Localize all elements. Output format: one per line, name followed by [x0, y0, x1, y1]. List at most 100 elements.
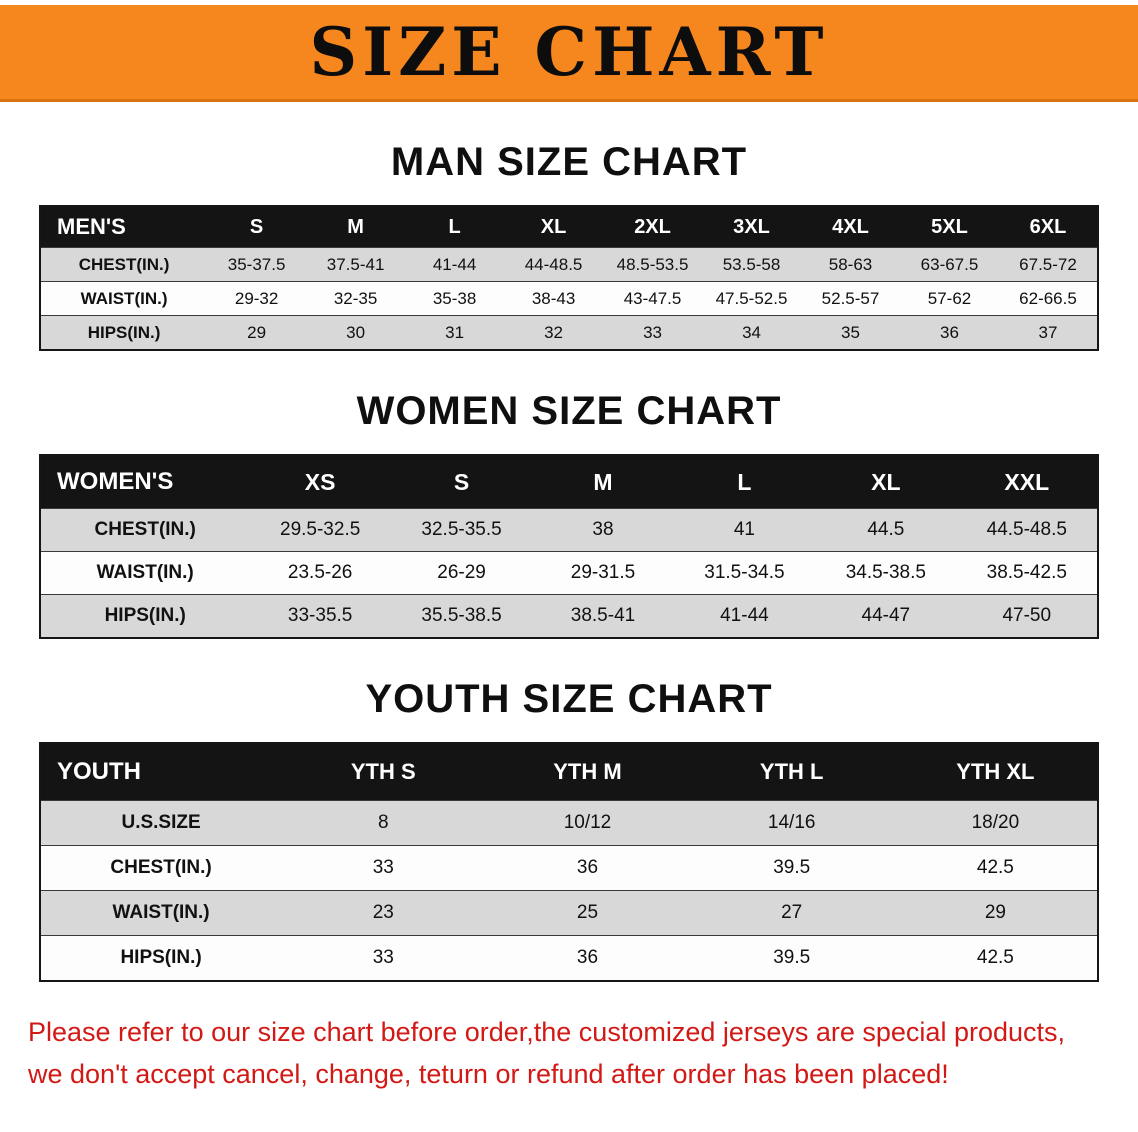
size-header-cell: 3XL — [702, 206, 802, 248]
value-cell: 41-44 — [405, 247, 505, 282]
table-row: WAIST(IN.) 23.5-26 26-29 29-31.5 31.5-34.5 34… — [40, 551, 1098, 595]
value-cell: 62-66.5 — [998, 281, 1098, 316]
size-header-cell: YTH M — [485, 743, 690, 801]
value-cell: 42.5 — [893, 935, 1098, 982]
size-header-cell: YTH S — [281, 743, 486, 801]
table-header-row: MEN'S S M L XL 2XL 3XL 4XL 5XL 6XL — [40, 206, 1098, 248]
size-header-cell: 5XL — [900, 206, 999, 248]
value-cell: 14/16 — [689, 800, 894, 846]
table-title-cell: WOMEN'S — [40, 455, 250, 509]
value-cell: 29 — [207, 315, 307, 351]
value-cell: 38.5-41 — [532, 594, 674, 639]
table-header-row: WOMEN'S XS S M L XL XXL — [40, 455, 1098, 509]
value-cell: 52.5-57 — [801, 281, 900, 316]
size-chart-sections: MAN SIZE CHART MEN'S S M L XL 2XL 3XL 4XL 5XL 6XL C… — [0, 140, 1138, 982]
value-cell: 36 — [485, 935, 690, 982]
table-row: CHEST(IN.) 33 36 39.5 42.5 — [40, 845, 1098, 891]
women-size-table: WOMEN'S XS S M L XL XXL CHEST(IN.) 29.5-32.5 32.5… — [39, 454, 1099, 639]
table-title-cell: MEN'S — [40, 206, 208, 248]
table-row: HIPS(IN.) 33-35.5 35.5-38.5 38.5-41 41-44 44-… — [40, 594, 1098, 639]
value-cell: 38.5-42.5 — [956, 551, 1098, 595]
value-cell: 30 — [306, 315, 406, 351]
value-cell: 41 — [673, 508, 816, 552]
value-cell: 27 — [689, 890, 894, 936]
value-cell: 33 — [603, 315, 703, 351]
size-header-cell: XXL — [956, 455, 1098, 509]
value-cell: 41-44 — [673, 594, 816, 639]
value-cell: 48.5-53.5 — [603, 247, 703, 282]
value-cell: 33-35.5 — [249, 594, 391, 639]
men-size-table: MEN'S S M L XL 2XL 3XL 4XL 5XL 6XL CHEST(IN.) 35-37… — [39, 205, 1099, 351]
size-header-cell: S — [390, 455, 533, 509]
women-section-heading: WOMEN SIZE CHART — [356, 389, 782, 433]
value-cell: 10/12 — [485, 800, 690, 846]
value-cell: 53.5-58 — [702, 247, 802, 282]
row-label-cell: HIPS(IN.) — [40, 315, 208, 351]
table-header-row: YOUTH YTH S YTH M YTH L YTH XL — [40, 743, 1098, 801]
value-cell: 35-37.5 — [207, 247, 307, 282]
row-label-cell: CHEST(IN.) — [40, 845, 282, 891]
value-cell: 37.5-41 — [306, 247, 406, 282]
table-row: HIPS(IN.) 29 30 31 32 33 34 35 36 37 — [40, 315, 1098, 351]
size-header-cell: M — [306, 206, 406, 248]
row-label-cell: HIPS(IN.) — [40, 594, 250, 639]
youth-size-table: YOUTH YTH S YTH M YTH L YTH XL U.S.SIZE 8 10/12… — [39, 742, 1099, 982]
row-label-cell: WAIST(IN.) — [40, 281, 208, 316]
value-cell: 18/20 — [893, 800, 1098, 846]
size-header-cell: XL — [815, 455, 957, 509]
value-cell: 58-63 — [801, 247, 900, 282]
value-cell: 38 — [532, 508, 674, 552]
value-cell: 57-62 — [900, 281, 999, 316]
row-label-cell: HIPS(IN.) — [40, 935, 282, 982]
value-cell: 35-38 — [405, 281, 505, 316]
size-chart-banner: SIZE CHART — [0, 5, 1138, 102]
value-cell: 33 — [281, 935, 486, 982]
value-cell: 29 — [893, 890, 1098, 936]
value-cell: 32 — [504, 315, 604, 351]
value-cell: 44-48.5 — [504, 247, 604, 282]
value-cell: 44.5 — [815, 508, 957, 552]
table-title-cell: YOUTH — [40, 743, 282, 801]
value-cell: 36 — [485, 845, 690, 891]
row-label-cell: CHEST(IN.) — [40, 247, 208, 282]
women-size-chart-section: WOMEN SIZE CHART WOMEN'S XS S M L XL XXL CHEST(I… — [0, 389, 1138, 639]
value-cell: 35.5-38.5 — [390, 594, 533, 639]
table-row: HIPS(IN.) 33 36 39.5 42.5 — [40, 935, 1098, 982]
size-header-cell: L — [405, 206, 505, 248]
value-cell: 31.5-34.5 — [673, 551, 816, 595]
value-cell: 67.5-72 — [998, 247, 1098, 282]
value-cell: 25 — [485, 890, 690, 936]
size-header-cell: YTH XL — [893, 743, 1098, 801]
value-cell: 39.5 — [689, 935, 894, 982]
table-row: WAIST(IN.) 29-32 32-35 35-38 38-43 43-47.5 47.… — [40, 281, 1098, 316]
value-cell: 32.5-35.5 — [390, 508, 533, 552]
value-cell: 63-67.5 — [900, 247, 999, 282]
top-margin-strip — [0, 0, 1138, 5]
size-header-cell: YTH L — [689, 743, 894, 801]
value-cell: 33 — [281, 845, 486, 891]
value-cell: 34 — [702, 315, 802, 351]
value-cell: 23 — [281, 890, 486, 936]
table-row: CHEST(IN.) 35-37.5 37.5-41 41-44 44-48.5 48.5… — [40, 247, 1098, 282]
size-header-cell: 2XL — [603, 206, 703, 248]
value-cell: 42.5 — [893, 845, 1098, 891]
value-cell: 47-50 — [956, 594, 1098, 639]
value-cell: 35 — [801, 315, 900, 351]
value-cell: 43-47.5 — [603, 281, 703, 316]
value-cell: 37 — [998, 315, 1098, 351]
value-cell: 44.5-48.5 — [956, 508, 1098, 552]
value-cell: 8 — [281, 800, 486, 846]
size-header-cell: L — [673, 455, 816, 509]
value-cell: 34.5-38.5 — [815, 551, 957, 595]
value-cell: 29-31.5 — [532, 551, 674, 595]
value-cell: 44-47 — [815, 594, 957, 639]
row-label-cell: WAIST(IN.) — [40, 890, 282, 936]
banner-title: SIZE CHART — [309, 13, 829, 91]
value-cell: 36 — [900, 315, 999, 351]
disclaimer-line-2: we don't accept cancel, change, teturn o… — [28, 1058, 949, 1089]
size-header-cell: XS — [249, 455, 391, 509]
table-row: WAIST(IN.) 23 25 27 29 — [40, 890, 1098, 936]
value-cell: 32-35 — [306, 281, 406, 316]
table-row: CHEST(IN.) 29.5-32.5 32.5-35.5 38 41 44.5 44.5… — [40, 508, 1098, 552]
men-section-heading: MAN SIZE CHART — [390, 140, 748, 184]
